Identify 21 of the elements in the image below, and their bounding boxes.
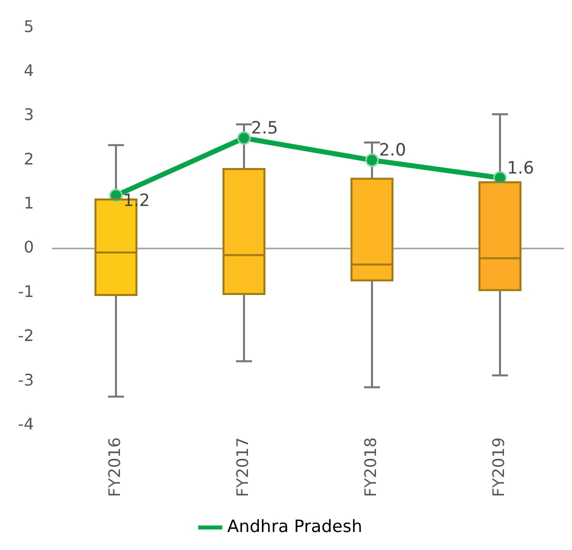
y-tick-label: -3 [18, 370, 34, 390]
data-label: 1.6 [506, 158, 534, 178]
x-tick-label: FY2018 [361, 437, 380, 498]
y-tick-label: -4 [18, 414, 34, 434]
y-tick-label: 0 [24, 238, 34, 257]
data-label: 2.5 [250, 118, 278, 138]
y-tick-label: 5 [24, 16, 34, 36]
point [365, 153, 379, 167]
data-label: 1.2 [122, 190, 150, 211]
y-tick-label: 2 [24, 149, 34, 168]
x-tick-label: FY2019 [489, 437, 508, 498]
y-tick-label: -1 [18, 282, 34, 301]
legend-label: Andhra Pradesh [227, 516, 362, 537]
y-tick-label: 4 [24, 60, 34, 80]
point [237, 131, 251, 145]
y-tick-label: 3 [24, 105, 34, 124]
x-tick-label: FY2017 [233, 437, 252, 498]
x-tick-label: FY2016 [105, 437, 124, 498]
y-tick-label: -2 [18, 326, 34, 346]
data-label: 2.0 [378, 140, 406, 161]
y-tick-label: 1 [24, 194, 34, 213]
